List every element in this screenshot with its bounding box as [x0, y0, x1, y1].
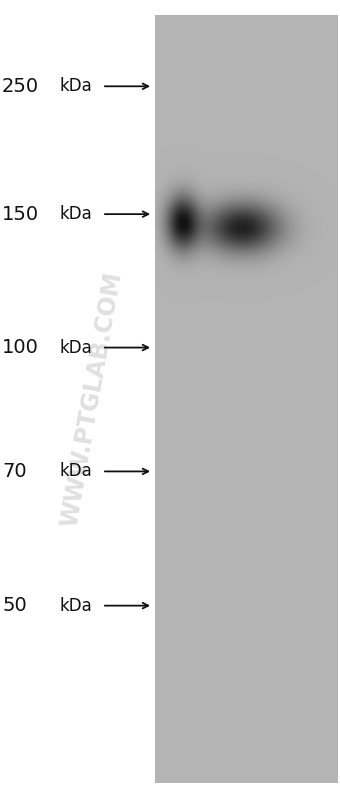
Text: 100: 100: [2, 338, 39, 357]
Text: 150: 150: [2, 205, 39, 224]
Text: 50: 50: [2, 596, 27, 615]
Text: 70: 70: [2, 462, 27, 481]
Text: 250: 250: [2, 77, 39, 96]
Text: kDa: kDa: [59, 205, 92, 223]
Text: kDa: kDa: [59, 78, 92, 95]
Text: kDa: kDa: [59, 597, 92, 614]
Text: kDa: kDa: [59, 463, 92, 480]
Text: WWW.PTGLAB.COM: WWW.PTGLAB.COM: [57, 270, 126, 529]
Text: kDa: kDa: [59, 339, 92, 356]
